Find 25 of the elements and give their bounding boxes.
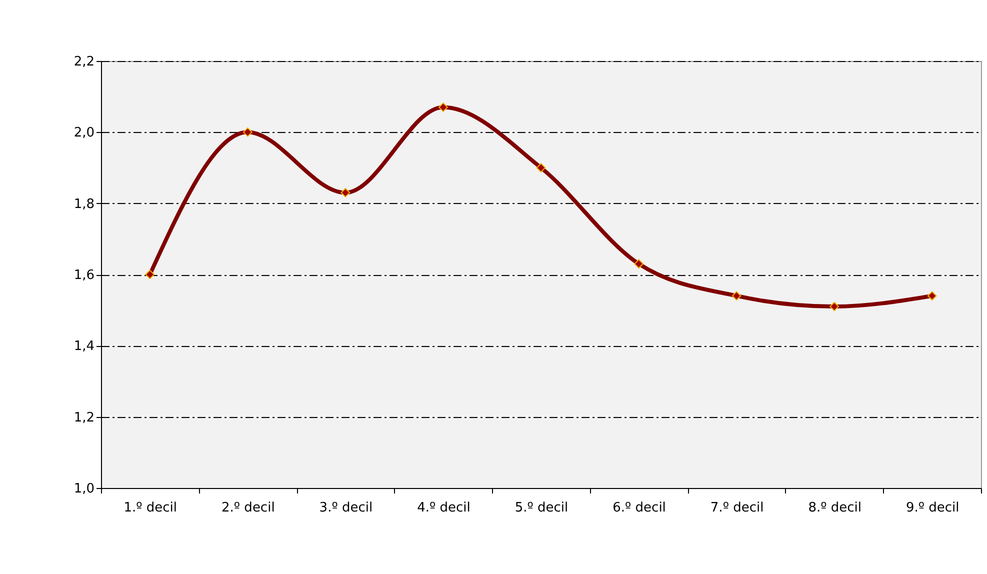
y-tick-label: 1,0: [74, 482, 94, 496]
x-tick-label: 7.º decil: [710, 500, 764, 516]
x-tick-label: 1.º decil: [124, 500, 178, 516]
y-tick-label: 1,8: [74, 196, 94, 212]
x-tick-label: 2.º decil: [222, 500, 275, 516]
point: [927, 291, 937, 301]
y-tick-label: 1,4: [74, 339, 94, 354]
x-tick-label: 5.º decil: [514, 500, 568, 516]
point: [732, 291, 742, 301]
y-tick-label: 1,6: [74, 268, 94, 283]
point: [830, 302, 840, 312]
point: [536, 163, 546, 172]
x-tick-label: 4.º decil: [417, 500, 470, 516]
x-tick-label: 9.º decil: [906, 500, 960, 516]
point: [242, 127, 252, 137]
y-tick-label: 2,2: [74, 54, 94, 70]
point: [145, 270, 155, 280]
point: [634, 259, 644, 269]
x-tick-label: 6.º decil: [612, 500, 666, 516]
y-tick-label: 1,2: [74, 410, 94, 426]
x-tick-label: 3.º decil: [319, 500, 373, 516]
y-tick-label: 2,0: [74, 126, 94, 141]
point: [438, 102, 448, 112]
point: [340, 188, 350, 198]
x-tick-label: 8.º decil: [808, 500, 862, 516]
